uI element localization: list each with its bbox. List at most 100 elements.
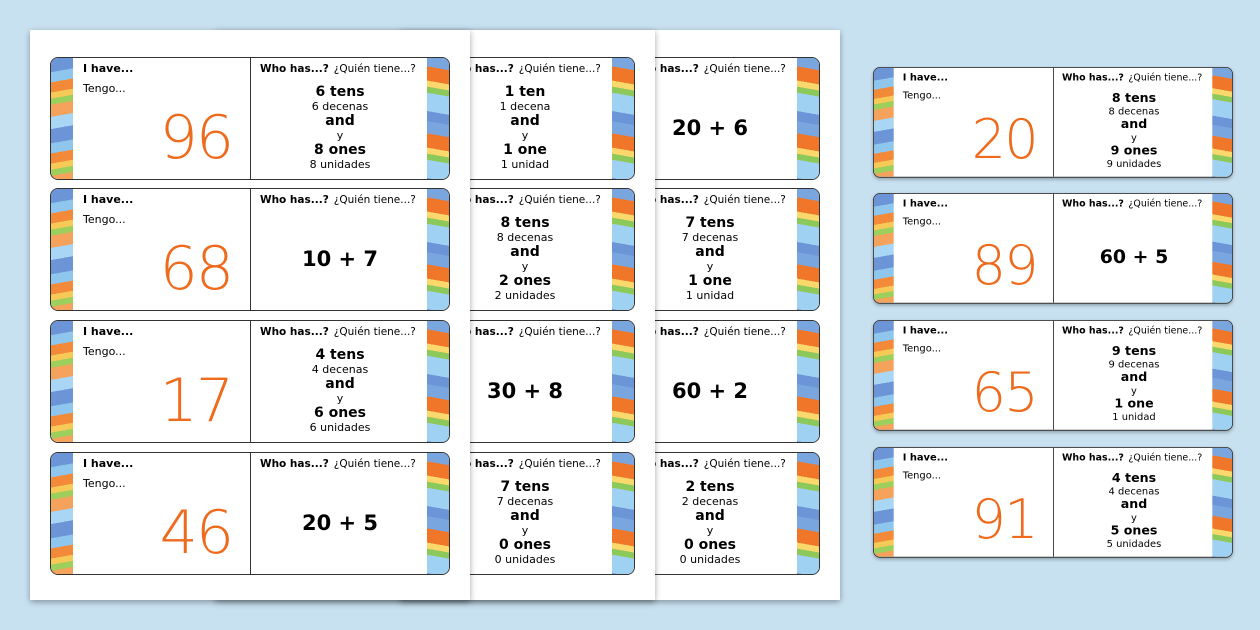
clue-line: 0 ones bbox=[683, 537, 737, 553]
card: I have... Tengo... 91 Who has...? ¿Quién tie… bbox=[873, 447, 1233, 558]
who-has-side: Who has...? ¿Quién tiene...? 7 tens 7 decen… bbox=[435, 453, 614, 574]
tengo: Tengo... bbox=[902, 342, 942, 355]
clue-line: 5 ones bbox=[1110, 523, 1158, 538]
clue-line: 10 + 7 bbox=[301, 246, 379, 271]
left-strip bbox=[51, 189, 73, 310]
clue-line: 9 decenas bbox=[1108, 358, 1160, 371]
right-strip bbox=[1212, 193, 1233, 303]
clue-line: 2 decenas bbox=[681, 495, 739, 508]
right-strip bbox=[1212, 447, 1233, 557]
clue-line: and bbox=[510, 113, 540, 129]
clue-line: 7 tens bbox=[500, 479, 550, 495]
clue-line: 2 tens bbox=[685, 479, 735, 495]
right-strip bbox=[612, 453, 634, 574]
clue-line: and bbox=[325, 376, 355, 392]
clue: 60 + 5 bbox=[1054, 212, 1214, 301]
who-has-side: Who has...? ¿Quién tiene...? 2 tens 2 decen… bbox=[620, 453, 799, 574]
who-has-side: Who has...? ¿Quién tiene...? 10 + 7 bbox=[250, 189, 429, 310]
i-have: I have... bbox=[83, 62, 134, 75]
right-strip bbox=[612, 189, 634, 310]
right-strip bbox=[797, 453, 819, 574]
clue: 7 tens 7 decenas and y 1 one 1 unidad bbox=[621, 209, 799, 308]
left-strip bbox=[873, 320, 894, 430]
clue: 60 + 2 bbox=[621, 341, 799, 440]
tengo: Tengo... bbox=[83, 82, 126, 95]
who-has-header: Who has...? ¿Quién tiene...? bbox=[260, 194, 416, 206]
clue-line: 4 decenas bbox=[1108, 485, 1160, 498]
card: I have... Tengo... 46 Who has...? ¿Quién tie… bbox=[50, 452, 450, 575]
clue-line: 1 unidad bbox=[1112, 410, 1156, 423]
who-has-side: Who has...? ¿Quién tiene...? 8 tens 8 decen… bbox=[1053, 67, 1214, 177]
quien-tiene: ¿Quién tiene...? bbox=[703, 194, 786, 206]
right-strip bbox=[797, 321, 819, 442]
clue-line: y bbox=[521, 129, 529, 142]
clue-line: y bbox=[1131, 384, 1137, 397]
right-strip bbox=[1212, 67, 1233, 177]
clue-line: 1 unidad bbox=[685, 289, 735, 302]
clue-line: 6 decenas bbox=[311, 100, 369, 113]
clue-line: 6 unidades bbox=[309, 421, 371, 434]
who-has: Who has...? bbox=[1062, 325, 1124, 337]
i-have: I have... bbox=[902, 451, 949, 464]
right-strip bbox=[427, 189, 449, 310]
clue-line: and bbox=[1120, 370, 1148, 385]
clue-line: 6 ones bbox=[313, 405, 367, 421]
card-number: 17 bbox=[159, 366, 234, 436]
i-have-side: I have... Tengo... 91 bbox=[894, 448, 1053, 557]
who-has-side: Who has...? ¿Quién tiene...? 6 tens 6 decen… bbox=[250, 58, 429, 179]
clue-line: 60 + 2 bbox=[671, 378, 749, 403]
quien-tiene: ¿Quién tiene...? bbox=[518, 326, 601, 338]
clue: 20 + 5 bbox=[251, 473, 429, 572]
clue-line: 0 unidades bbox=[679, 553, 741, 566]
clue-line: 8 tens bbox=[500, 215, 550, 231]
card-number: 46 bbox=[159, 498, 234, 568]
who-has-side: Who has...? ¿Quién tiene...? 9 tens 9 decen… bbox=[1053, 320, 1214, 430]
i-have: I have... bbox=[902, 324, 949, 337]
sheet: I have... Tengo... 96 Who has...? ¿Quién tie… bbox=[30, 30, 470, 600]
right-strip bbox=[797, 189, 819, 310]
who-has-header: Who has...? ¿Quién tiene...? bbox=[260, 63, 416, 75]
clue: 8 tens 8 decenas and y 9 ones 9 unidades bbox=[1054, 86, 1214, 175]
clue-line: 1 one bbox=[503, 142, 547, 158]
clue-line: 20 + 6 bbox=[671, 115, 749, 140]
who-has: Who has...? bbox=[1062, 198, 1124, 210]
who-has-side: Who has...? ¿Quién tiene...? 60 + 5 bbox=[1053, 193, 1214, 303]
clue-line: 8 unidades bbox=[309, 158, 371, 171]
i-have: I have... bbox=[83, 457, 134, 470]
i-have-side: I have... Tengo... 68 bbox=[73, 189, 250, 310]
who-has: Who has...? bbox=[260, 63, 329, 75]
clue: 4 tens 4 decenas and y 5 ones 5 unidades bbox=[1054, 466, 1214, 555]
right-strip bbox=[1212, 320, 1233, 430]
clue: 1 ten 1 decena and y 1 one 1 unidad bbox=[436, 78, 614, 177]
card-number: 20 bbox=[971, 108, 1039, 172]
clue: 20 + 6 bbox=[621, 78, 799, 177]
clue-line: 5 unidades bbox=[1106, 537, 1162, 550]
clue-line: y bbox=[706, 260, 714, 273]
clue-line: and bbox=[510, 508, 540, 524]
clue: 10 + 7 bbox=[251, 209, 429, 308]
clue-line: 6 tens bbox=[315, 84, 365, 100]
who-has-side: Who has...? ¿Quién tiene...? 1 ten 1 decena… bbox=[435, 58, 614, 179]
clue: 9 tens 9 decenas and y 1 one 1 unidad bbox=[1054, 339, 1214, 428]
clue-line: and bbox=[1120, 117, 1148, 132]
card-number: 96 bbox=[159, 103, 234, 173]
card: I have... Tengo... 17 Who has...? ¿Quién tie… bbox=[50, 320, 450, 443]
clue-line: 0 ones bbox=[498, 537, 552, 553]
clue-line: and bbox=[695, 508, 725, 524]
clue-line: 1 one bbox=[1114, 396, 1154, 411]
tengo: Tengo... bbox=[83, 213, 126, 226]
card-number: 89 bbox=[971, 234, 1039, 298]
right-strip bbox=[797, 58, 819, 179]
clue-line: 1 unidad bbox=[500, 158, 550, 171]
clue-line: 0 unidades bbox=[494, 553, 556, 566]
clue-line: 1 decena bbox=[499, 100, 551, 113]
who-has: Who has...? bbox=[260, 194, 329, 206]
tengo: Tengo... bbox=[902, 215, 942, 228]
tengo: Tengo... bbox=[902, 89, 942, 102]
clue-line: y bbox=[1131, 511, 1137, 524]
quien-tiene: ¿Quién tiene...? bbox=[333, 326, 416, 338]
i-have: I have... bbox=[902, 197, 949, 210]
clue-line: 2 unidades bbox=[494, 289, 556, 302]
clue-line: 1 one bbox=[688, 273, 732, 289]
quien-tiene: ¿Quién tiene...? bbox=[703, 63, 786, 75]
